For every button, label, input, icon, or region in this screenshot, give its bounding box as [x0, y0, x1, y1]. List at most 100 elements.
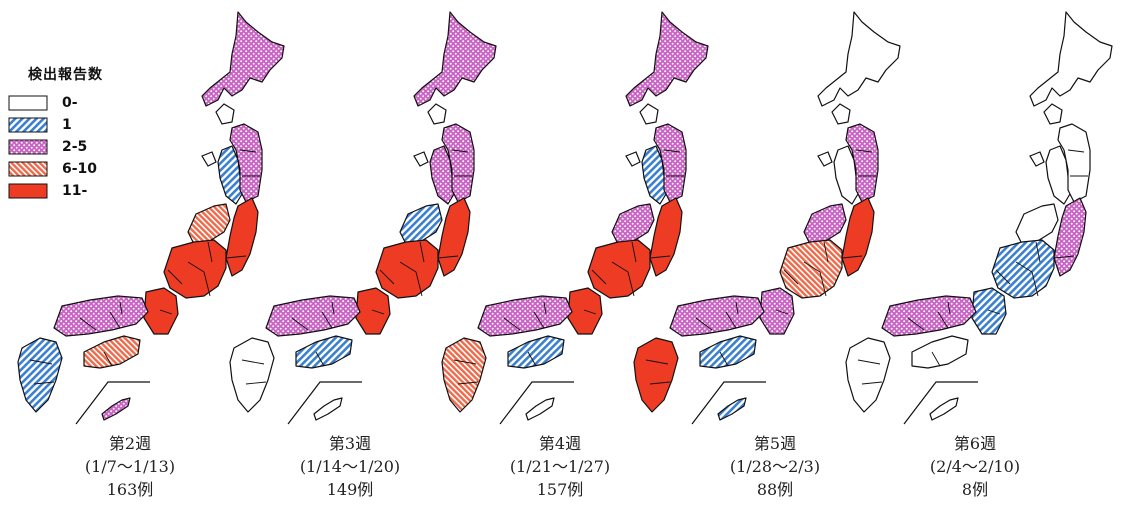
prefecture-border — [33, 381, 55, 385]
region-kyushu — [633, 337, 679, 413]
legend-swatch — [8, 139, 48, 155]
region-chubu — [375, 239, 439, 299]
legend-item-c0: 0- — [8, 92, 103, 114]
okinawa-inset-frame — [691, 381, 766, 425]
week-range: (1/7～1/13) — [84, 457, 176, 476]
region-kyushu — [845, 337, 891, 413]
region-island — [625, 151, 641, 167]
prefecture-border — [719, 351, 729, 367]
legend: 検出報告数 0- 1 2-5 6-10 11- — [8, 64, 103, 202]
prefecture-border — [649, 381, 671, 385]
region-okinawa — [525, 397, 555, 421]
region-hokkaido — [413, 11, 497, 107]
region-shikoku — [83, 335, 141, 369]
region-kanto — [841, 197, 875, 277]
region-chugoku — [881, 295, 977, 337]
prefecture-border — [437, 255, 459, 259]
prefecture-border — [29, 359, 53, 365]
week-count: 149例 — [326, 480, 374, 499]
region-chugoku — [265, 295, 361, 337]
week-caption: 第3週 (1/14～1/20) 149例 — [250, 432, 450, 501]
region-chubu — [163, 239, 227, 299]
region-kinki — [143, 287, 179, 335]
region-hokkaido — [625, 11, 709, 107]
prefecture-border — [239, 149, 257, 153]
prefecture-border — [543, 301, 547, 315]
prefecture-border — [1053, 255, 1075, 259]
week-range: (1/14～1/20) — [299, 457, 401, 476]
region-island — [831, 103, 851, 125]
prefecture-border — [1035, 241, 1041, 263]
prefecture-border — [241, 359, 265, 365]
legend-item-c1: 1 — [8, 114, 103, 136]
prefecture-border — [987, 309, 1001, 315]
region-kyushu — [229, 337, 275, 413]
legend-item-c3: 6-10 — [8, 158, 103, 180]
prefecture-border — [527, 351, 537, 367]
region-okinawa — [717, 397, 747, 421]
legend-item-c4: 11- — [8, 180, 103, 202]
legend-swatch — [8, 117, 48, 133]
prefecture-border — [695, 317, 713, 331]
prefecture-border — [861, 381, 883, 385]
prefecture-border — [399, 261, 423, 297]
region-okinawa — [101, 397, 131, 421]
prefecture-border — [109, 311, 121, 329]
okinawa-inset-frame — [499, 381, 574, 425]
legend-label: 1 — [62, 117, 72, 133]
region-kanto — [225, 197, 259, 277]
region-chubu — [779, 239, 843, 299]
prefecture-border — [419, 241, 425, 263]
region-island — [817, 151, 833, 167]
prefecture-border — [855, 149, 873, 153]
legend-title: 検出報告数 — [28, 67, 103, 83]
prefecture-border — [857, 359, 881, 365]
region-chubu — [991, 239, 1055, 299]
week-count: 8例 — [961, 480, 989, 499]
prefecture-border — [291, 317, 309, 331]
week-caption: 第2週 (1/7～1/13) 163例 — [30, 432, 230, 501]
region-tohoku — [833, 145, 859, 205]
prefecture-border — [931, 351, 941, 367]
region-hokuriku — [803, 203, 847, 245]
week-label: 第4週 — [538, 434, 582, 453]
region-hokkaido — [1029, 11, 1113, 107]
region-hokuriku — [1015, 203, 1059, 245]
prefecture-border — [533, 311, 545, 329]
region-island — [215, 103, 235, 125]
week-label: 第5週 — [753, 434, 797, 453]
prefecture-border — [841, 255, 863, 259]
prefecture-border — [823, 241, 829, 263]
legend-item-c2: 2-5 — [8, 136, 103, 158]
prefecture-border — [995, 269, 1011, 285]
prefecture-border — [591, 269, 607, 285]
region-tohoku — [1045, 145, 1071, 205]
region-tohoku — [641, 145, 667, 205]
week-count: 163例 — [106, 480, 154, 499]
okinawa-inset-frame — [287, 381, 362, 425]
prefecture-border — [645, 359, 669, 365]
region-chugoku — [669, 295, 765, 337]
region-island — [1043, 103, 1063, 125]
week-range: (1/21～1/27) — [509, 457, 611, 476]
legend-label: 6-10 — [62, 161, 98, 177]
week-label: 第6週 — [953, 434, 997, 453]
prefecture-border — [775, 309, 789, 315]
region-shikoku — [699, 335, 757, 369]
prefecture-border — [371, 309, 385, 315]
region-okinawa — [929, 397, 959, 421]
region-hokuriku — [611, 203, 655, 245]
region-hokuriku — [187, 203, 231, 245]
week-map — [229, 11, 497, 425]
region-island — [413, 151, 429, 167]
week-range: (2/4～2/10) — [929, 457, 1021, 476]
region-hokkaido — [817, 11, 901, 107]
prefecture-border — [663, 149, 681, 153]
legend-swatch — [8, 183, 48, 199]
prefecture-border — [611, 261, 635, 297]
region-chugoku — [477, 295, 573, 337]
prefecture-border — [1067, 149, 1085, 153]
region-okinawa — [313, 397, 343, 421]
region-kyushu — [17, 337, 63, 413]
region-kinki — [567, 287, 603, 335]
